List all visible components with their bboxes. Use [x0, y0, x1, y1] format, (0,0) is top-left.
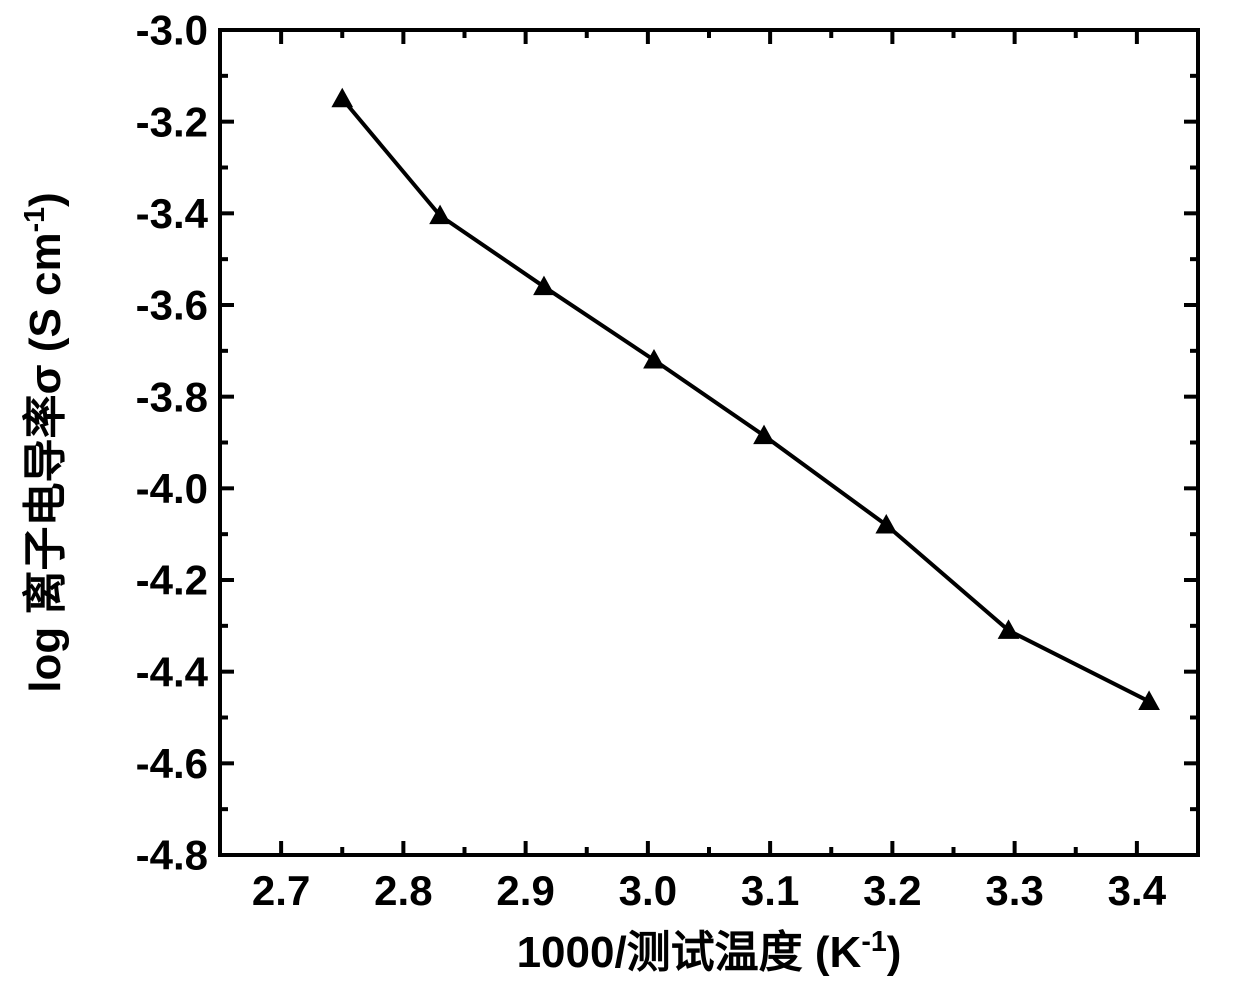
y-tick-label: -3.0	[136, 7, 208, 54]
x-tick-label: 3.2	[863, 867, 921, 914]
x-tick-label: 2.7	[252, 867, 310, 914]
y-tick-label: -3.4	[136, 190, 209, 237]
y-tick-label: -3.8	[136, 373, 208, 420]
x-tick-label: 2.8	[374, 867, 432, 914]
y-tick-label: -4.0	[136, 465, 208, 512]
chart-svg: 2.7 2.8 2.9 3.0 3.1 3.2 3.3 3.4 -4.8 -4.6 -4.4 -4.2…	[0, 0, 1239, 1003]
x-tick-label: 3.4	[1108, 867, 1167, 914]
x-tick-label: 3.0	[619, 867, 677, 914]
x-tick-label: 2.9	[496, 867, 554, 914]
y-axis-label: log 离子电导率σ (S cm-1)	[19, 192, 70, 692]
y-tick-label: -4.4	[136, 648, 209, 695]
x-tick-label: 3.1	[741, 867, 799, 914]
x-tick-label: 3.3	[985, 867, 1043, 914]
y-tick-label: -4.6	[136, 740, 208, 787]
y-tick-label: -3.2	[136, 98, 208, 145]
y-tick-label: -4.2	[136, 557, 208, 604]
y-tick-label: -3.6	[136, 282, 208, 329]
x-axis-label: 1000/测试温度 (K-1)	[517, 926, 902, 977]
arrhenius-chart: 2.7 2.8 2.9 3.0 3.1 3.2 3.3 3.4 -4.8 -4.6 -4.4 -4.2…	[0, 0, 1239, 1003]
y-tick-label: -4.8	[136, 832, 208, 879]
